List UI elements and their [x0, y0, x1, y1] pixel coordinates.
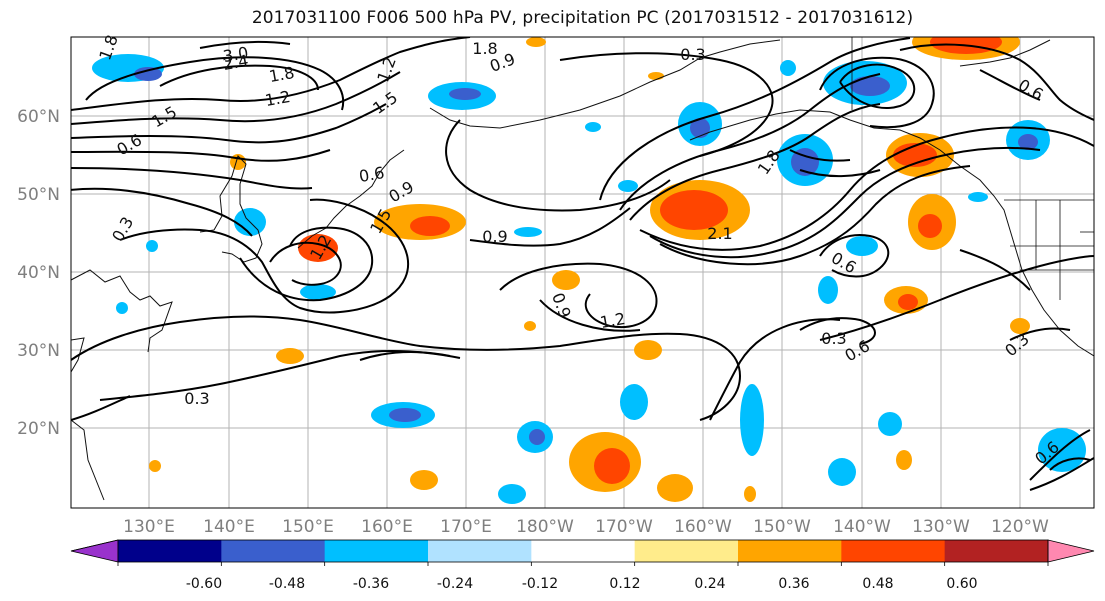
contour-label: 1.2: [599, 309, 627, 332]
colorbar-tick-labels: -0.60 -0.48 -0.36 -0.24 -0.12 0.12 0.24 0.36 0.4…: [117, 562, 1049, 592]
colorbar-extend-max: [1047, 539, 1095, 563]
colorbar-tick-label: -0.36: [353, 576, 389, 592]
colorbar-tick-label: 0.24: [694, 576, 725, 592]
contour-label: 1.2: [264, 87, 292, 110]
colorbar-segment: [634, 540, 739, 562]
contour-label: 1.8: [268, 63, 296, 86]
contour-label: 0.9: [482, 227, 507, 246]
longitude-label: 140°E: [203, 517, 255, 537]
contour-label: 0.3: [680, 45, 705, 64]
map-title: 2017031100 F006 500 hPa PV, precipitatio…: [251, 8, 914, 28]
longitude-label: 130°E: [123, 517, 175, 537]
colorbar-tick-label: -0.24: [437, 576, 473, 592]
contour-label: 2.4: [222, 51, 250, 74]
longitude-label: 170°E: [440, 517, 492, 537]
colorbar-segment: [944, 540, 1049, 562]
pv-contours: [71, 37, 1094, 491]
colorbar: [70, 539, 1095, 563]
colorbar-segment: [428, 540, 532, 562]
longitude-label: 150°W: [753, 517, 811, 537]
longitude-label: 140°W: [833, 517, 891, 537]
contour-label: 3.0: [222, 43, 250, 66]
longitude-label: 130°W: [912, 517, 970, 537]
state-borders: [851, 37, 1094, 300]
longitude-label: 180°W: [516, 517, 574, 537]
longitude-label: 160°E: [361, 517, 413, 537]
coastlines: [71, 39, 1094, 501]
longitude-label: 150°E: [282, 517, 334, 537]
longitude-label: 170°W: [595, 517, 653, 537]
contour-label: 2.1: [707, 224, 732, 243]
colorbar-segment: [221, 540, 326, 562]
colorbar-tick-label: 0.60: [946, 576, 977, 592]
longitude-labels: 130°E 140°E 150°E 160°E 170°E 180°W 170°W 160°W…: [123, 517, 1049, 537]
colorbar-segment: [841, 540, 946, 562]
colorbar-extend-min: [70, 539, 119, 563]
latitude-label: 30°N: [17, 341, 60, 361]
contour-label: 0.6: [358, 163, 386, 186]
colorbar-segment: [531, 540, 636, 562]
longitude-label: 120°W: [991, 517, 1049, 537]
colorbar-segment: [738, 540, 842, 562]
latitude-label: 60°N: [17, 107, 60, 127]
latitude-labels: 60°N 50°N 40°N 30°N 20°N: [17, 107, 60, 439]
colorbar-tick-label: 0.36: [778, 576, 809, 592]
latitude-label: 40°N: [17, 263, 60, 283]
colorbar-segment: [118, 540, 222, 562]
contour-label: 0.3: [184, 389, 209, 408]
colorbar-tick-label: -0.60: [186, 576, 222, 592]
colorbar-tick-label: -0.12: [522, 576, 558, 592]
colorbar-tick-label: 0.48: [862, 576, 893, 592]
colorbar-tick-label: -0.48: [269, 576, 305, 592]
latitude-label: 50°N: [17, 185, 60, 205]
longitude-label: 160°W: [674, 517, 732, 537]
colorbar-segment: [324, 540, 429, 562]
map-frame: [70, 36, 1095, 509]
contour-label: 1.8: [472, 39, 497, 58]
latitude-label: 20°N: [17, 419, 60, 439]
contour-label: 0.3: [821, 329, 846, 348]
colorbar-tick-label: 0.12: [609, 576, 640, 592]
